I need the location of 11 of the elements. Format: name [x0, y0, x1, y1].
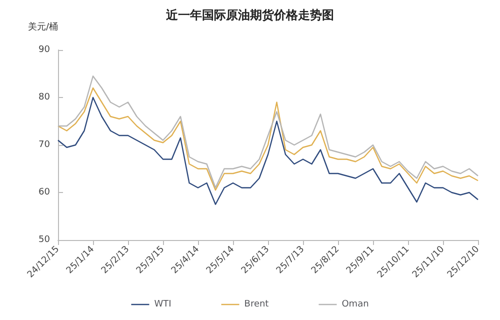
- y-tick-label: 80: [38, 92, 50, 102]
- y-axis-title: 美元/桶: [28, 22, 58, 32]
- line-series: [57, 96, 479, 205]
- legend-label: Brent: [244, 300, 270, 310]
- y-tick-label: 70: [38, 140, 50, 150]
- y-tick-label: 50: [38, 235, 50, 245]
- legend-label: WTI: [154, 300, 172, 310]
- chart-title: 近一年国际原油期货价格走势图: [165, 8, 334, 22]
- y-tick-label: 90: [38, 45, 50, 55]
- legend-label: Oman: [342, 300, 369, 310]
- y-tick-label: 60: [38, 188, 50, 198]
